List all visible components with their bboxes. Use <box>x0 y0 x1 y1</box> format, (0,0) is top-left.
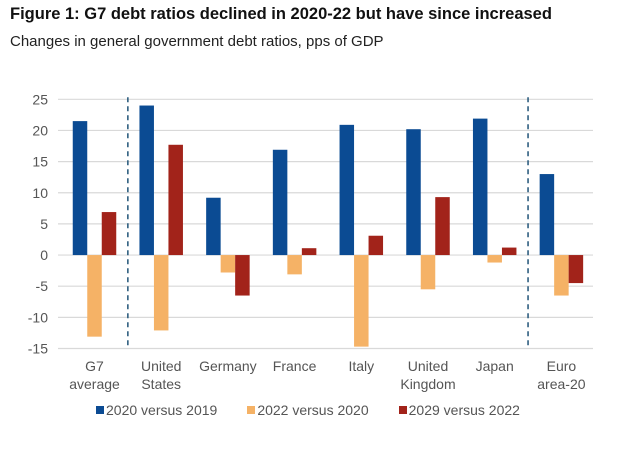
bar-2020-versus-2019 <box>206 197 221 256</box>
bar-2029-versus-2022 <box>301 248 317 256</box>
bar-2022-versus-2020 <box>487 255 502 263</box>
bar-2022-versus-2020 <box>354 255 369 347</box>
chart-subtitle: Changes in general government debt ratio… <box>10 33 384 50</box>
y-tick-label: 15 <box>32 154 48 170</box>
x-category-label: average <box>69 376 120 392</box>
bar-2029-versus-2022 <box>435 197 450 256</box>
x-category-label: Japan <box>476 358 514 374</box>
legend-item: 2022 versus 2020 <box>247 402 369 418</box>
bar-2020-versus-2019 <box>272 149 288 256</box>
gridlines <box>58 98 593 350</box>
bar-2029-versus-2022 <box>368 235 384 256</box>
x-category-label: Kingdom <box>400 376 455 392</box>
x-category-label: Euro <box>547 358 577 374</box>
legend-label: 2020 versus 2019 <box>106 402 218 418</box>
x-category-label: area-20 <box>537 376 585 392</box>
bar-2022-versus-2020 <box>554 255 569 296</box>
bar-2020-versus-2019 <box>339 124 355 256</box>
legend-swatch <box>398 406 407 414</box>
y-tick-label: 25 <box>32 91 48 107</box>
bar-2029-versus-2022 <box>501 247 517 256</box>
y-tick-label: -10 <box>28 309 48 325</box>
legend-swatch <box>247 406 256 414</box>
legend: 2020 versus 2019 2022 versus 2020 2029 ver… <box>96 402 520 418</box>
x-category-label: United <box>141 358 181 374</box>
y-tick-label: 10 <box>32 185 48 201</box>
x-category-label: G7 <box>85 358 104 374</box>
bar-2022-versus-2020 <box>420 255 436 290</box>
legend-item: 2029 versus 2022 <box>398 402 520 418</box>
bar-2020-versus-2019 <box>406 129 421 256</box>
bar-2029-versus-2022 <box>568 255 584 284</box>
x-axis-labels: G7 average United States Germany France Italy U… <box>69 358 586 392</box>
x-category-label: France <box>273 358 317 374</box>
bar-2020-versus-2019 <box>472 118 488 256</box>
x-category-label: Italy <box>348 358 374 374</box>
y-tick-label: 20 <box>32 122 48 138</box>
x-category-label: United <box>408 358 448 374</box>
y-axis-ticks: 25 20 15 10 5 0 -5 -10 -15 <box>28 91 48 356</box>
bar-2020-versus-2019 <box>539 174 555 256</box>
y-tick-label: 0 <box>40 247 48 263</box>
bar-2020-versus-2019 <box>72 121 88 256</box>
bar-2029-versus-2022 <box>235 255 250 296</box>
bar-2029-versus-2022 <box>101 212 117 256</box>
bar-2022-versus-2020 <box>220 255 236 273</box>
legend-label: 2022 versus 2020 <box>257 402 369 418</box>
chart-title: Figure 1: G7 debt ratios declined in 202… <box>10 5 552 23</box>
x-category-label: States <box>141 376 181 392</box>
y-tick-label: -5 <box>36 278 49 294</box>
bar-2022-versus-2020 <box>87 255 102 337</box>
bar-2022-versus-2020 <box>287 255 302 275</box>
legend-label: 2029 versus 2022 <box>408 402 520 418</box>
bar-2029-versus-2022 <box>168 144 183 256</box>
bar-2022-versus-2020 <box>153 255 169 331</box>
x-category-label: Germany <box>199 358 257 374</box>
bar-2020-versus-2019 <box>139 105 154 256</box>
legend-item: 2020 versus 2019 <box>96 402 217 418</box>
legend-swatch <box>96 406 104 414</box>
y-tick-label: -15 <box>28 341 48 357</box>
separators <box>127 97 529 349</box>
y-tick-label: 5 <box>40 216 48 232</box>
bars <box>72 105 584 347</box>
